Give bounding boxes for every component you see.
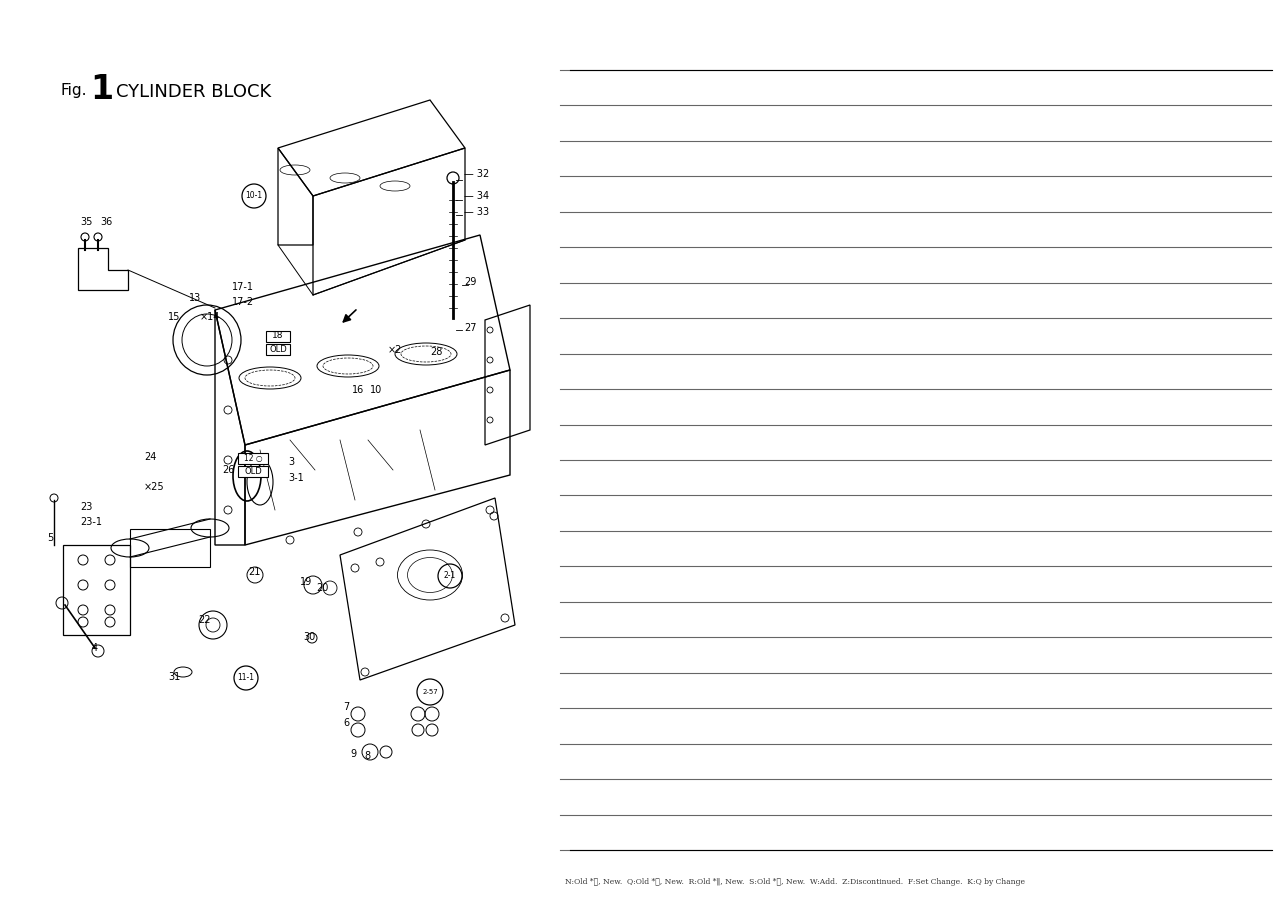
Text: 18: 18 xyxy=(273,332,284,341)
Text: 6: 6 xyxy=(343,718,349,728)
Text: 1: 1 xyxy=(90,73,113,106)
Text: OLD: OLD xyxy=(269,345,287,354)
Text: 21: 21 xyxy=(248,567,260,577)
Text: — 32: — 32 xyxy=(464,169,489,179)
Text: 30: 30 xyxy=(303,632,315,642)
Text: N:Old *❖, New.  Q:Old *❖, New.  R:Old *‖, New.  S:Old *❖, New.  W:Add.  Z:Discon: N:Old *❖, New. Q:Old *❖, New. R:Old *‖, … xyxy=(565,878,1025,886)
Text: 23: 23 xyxy=(80,502,93,512)
Text: ×2: ×2 xyxy=(388,345,403,355)
Text: 2-1: 2-1 xyxy=(444,572,457,581)
Text: 7: 7 xyxy=(343,702,350,712)
Bar xyxy=(238,465,267,476)
Text: 11-1: 11-1 xyxy=(238,674,255,683)
Text: 35: 35 xyxy=(80,217,93,227)
Bar xyxy=(266,331,291,342)
Text: 26: 26 xyxy=(222,465,234,475)
Text: 13: 13 xyxy=(189,293,201,303)
Text: 12 ○: 12 ○ xyxy=(244,454,262,463)
Text: 10: 10 xyxy=(370,385,382,395)
Bar xyxy=(130,529,210,567)
Text: ×25: ×25 xyxy=(144,482,165,492)
Text: 15: 15 xyxy=(168,312,180,322)
Text: 3: 3 xyxy=(288,457,294,467)
Text: 5: 5 xyxy=(48,533,53,543)
Text: 27: 27 xyxy=(464,323,477,333)
Bar xyxy=(238,453,267,464)
Text: 31: 31 xyxy=(168,672,180,682)
Text: Fig.: Fig. xyxy=(60,83,86,98)
Text: ×14: ×14 xyxy=(201,312,220,322)
Bar xyxy=(266,344,291,355)
Text: 8: 8 xyxy=(364,751,370,761)
Text: 36: 36 xyxy=(100,217,112,227)
Text: 24: 24 xyxy=(144,452,157,462)
Text: 16: 16 xyxy=(352,385,364,395)
Text: 22: 22 xyxy=(198,615,211,625)
Text: 19: 19 xyxy=(300,577,312,587)
Text: CYLINDER BLOCK: CYLINDER BLOCK xyxy=(116,83,271,101)
Text: 20: 20 xyxy=(316,583,328,593)
Text: OLD: OLD xyxy=(244,466,262,475)
Text: 2-57: 2-57 xyxy=(422,689,437,695)
Text: 17-2: 17-2 xyxy=(231,297,255,307)
Text: 3-1: 3-1 xyxy=(288,473,303,483)
Text: — 34: — 34 xyxy=(464,191,489,201)
Text: 28: 28 xyxy=(430,347,442,357)
Text: 29: 29 xyxy=(464,277,476,287)
Text: 4: 4 xyxy=(93,643,98,653)
Text: — 33: — 33 xyxy=(464,207,489,217)
Text: 17-1: 17-1 xyxy=(231,282,255,292)
Text: 23-1: 23-1 xyxy=(80,517,102,527)
Text: 9: 9 xyxy=(350,749,356,759)
Text: 10-1: 10-1 xyxy=(246,192,262,201)
